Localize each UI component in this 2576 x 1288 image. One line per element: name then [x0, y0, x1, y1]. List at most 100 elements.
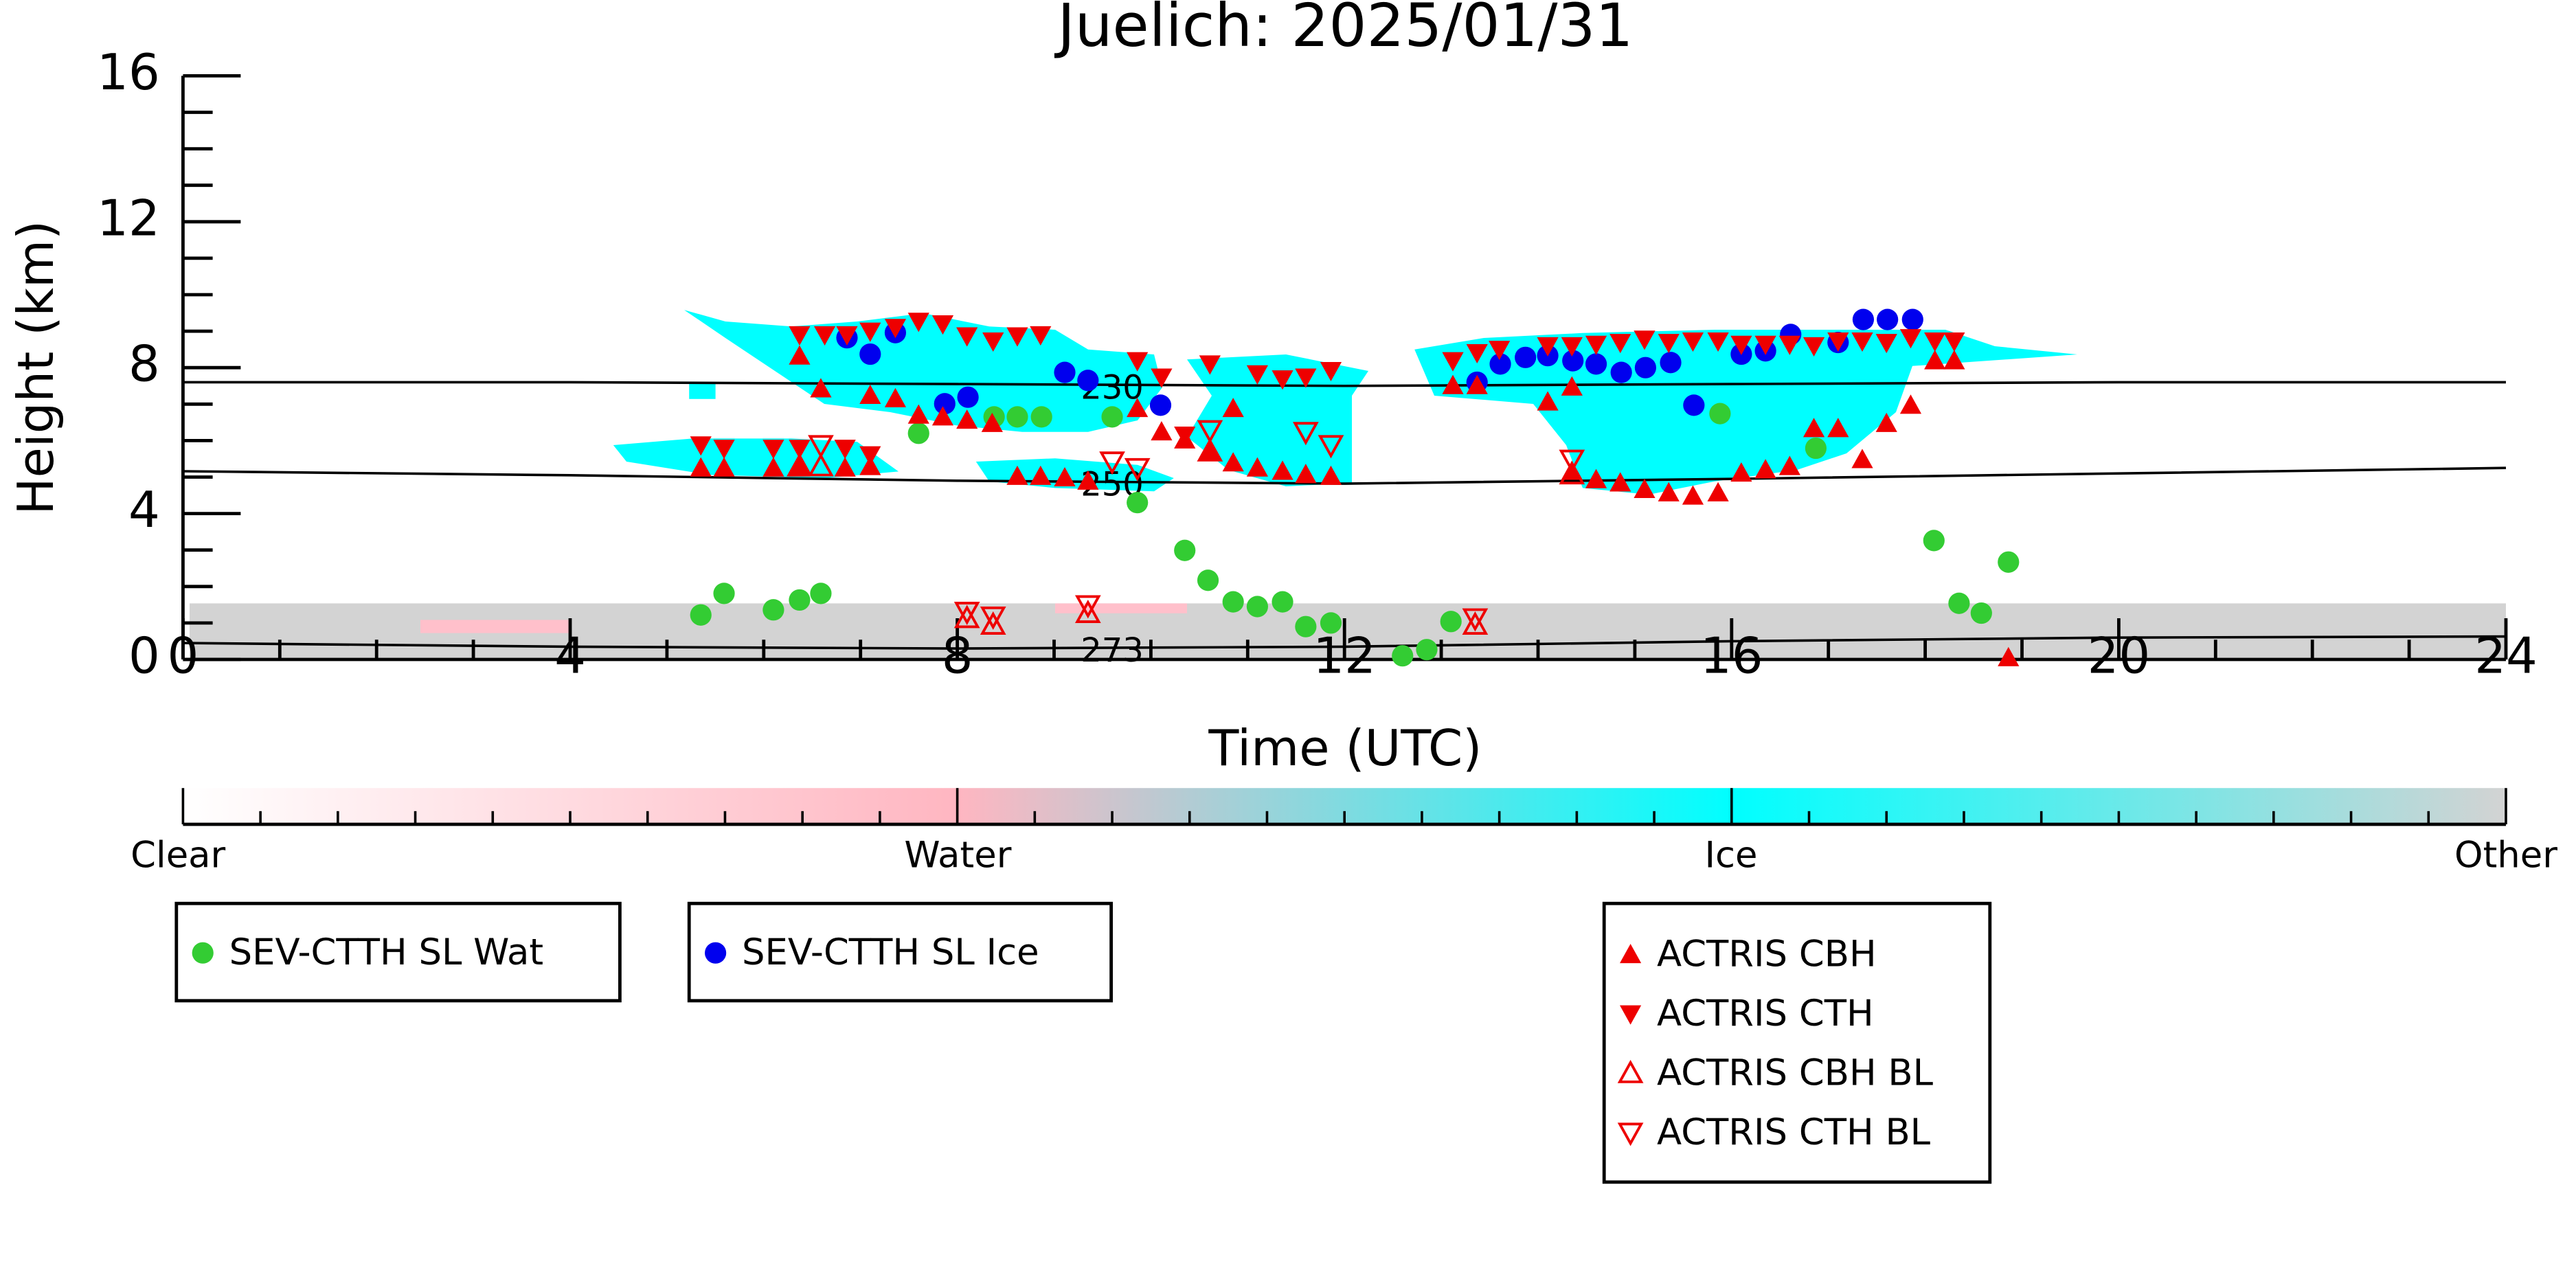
point — [789, 589, 811, 611]
legend-marker — [1617, 1059, 1644, 1083]
water-strip — [1055, 603, 1187, 613]
y-tick-label: 12 — [97, 189, 160, 247]
ice-cloud — [689, 382, 716, 399]
point — [1924, 332, 1946, 352]
point — [1682, 485, 1704, 505]
point — [1151, 368, 1173, 388]
legend-box — [1602, 901, 1992, 1184]
point — [1442, 352, 1464, 372]
point — [859, 446, 881, 466]
point — [1559, 461, 1585, 485]
point — [713, 440, 735, 460]
point — [1416, 639, 1438, 661]
isotherm — [183, 466, 2507, 485]
point — [1489, 353, 1511, 375]
point — [1707, 332, 1729, 352]
point — [1272, 591, 1293, 613]
point — [1174, 426, 1196, 447]
point — [1778, 455, 1800, 475]
point — [1440, 611, 1462, 633]
point — [1707, 482, 1729, 501]
point — [810, 583, 832, 605]
point — [834, 440, 856, 460]
point — [1998, 551, 2020, 573]
isotherm — [183, 635, 2507, 650]
point — [1730, 462, 1752, 482]
point — [1197, 438, 1223, 462]
point — [907, 404, 929, 424]
point — [1827, 332, 1849, 352]
point — [713, 583, 735, 605]
point — [1318, 435, 1344, 459]
point — [1805, 437, 1827, 460]
legend-label: SEV-CTTH SL Ice — [742, 931, 1039, 973]
point — [956, 409, 978, 429]
y-tick-label: 8 — [128, 335, 160, 393]
point — [808, 453, 834, 477]
x-tick-label: 16 — [1700, 627, 1763, 685]
point — [1320, 612, 1342, 634]
x-tick-label: 12 — [1313, 627, 1376, 685]
point — [1658, 482, 1680, 501]
point — [1127, 352, 1149, 372]
colorbar-label: Ice — [1704, 835, 1757, 877]
point — [1320, 361, 1342, 382]
point — [1609, 334, 1631, 354]
point — [1222, 452, 1244, 472]
point — [1466, 374, 1488, 394]
point — [1585, 335, 1607, 355]
point — [1246, 596, 1268, 618]
point — [789, 457, 811, 477]
point — [1246, 365, 1268, 385]
point — [907, 422, 929, 444]
x-tick-label: 20 — [2088, 627, 2151, 685]
ice-cloud — [613, 438, 899, 478]
legend-marker — [1620, 1005, 1642, 1025]
point — [1246, 457, 1268, 477]
point — [1537, 391, 1559, 411]
point — [1197, 420, 1223, 444]
point — [1561, 337, 1583, 357]
point — [859, 322, 881, 342]
point — [787, 453, 813, 477]
point — [1660, 352, 1682, 374]
point — [1948, 592, 1970, 614]
point — [1462, 611, 1489, 635]
point — [834, 457, 856, 477]
point — [1515, 346, 1537, 368]
point — [1030, 406, 1052, 428]
point — [1222, 591, 1244, 613]
isotherm-label: 273 — [1081, 631, 1144, 670]
legend-label: ACTRIS CBH BL — [1657, 1052, 1934, 1094]
point — [810, 378, 832, 398]
y-axis-label: Height (km) — [7, 221, 65, 515]
point — [1970, 602, 1992, 624]
point — [1610, 361, 1632, 383]
point — [1851, 332, 1873, 352]
point — [907, 313, 929, 332]
point — [762, 599, 784, 621]
point — [1923, 530, 1945, 552]
point — [884, 387, 907, 407]
legend-marker — [1620, 944, 1642, 964]
point — [957, 386, 979, 408]
legend-marker — [192, 942, 214, 964]
x-tick-label: 0 — [167, 627, 199, 685]
point — [1778, 335, 1800, 355]
point — [1943, 332, 1965, 352]
legend-label: ACTRIS CBH — [1657, 934, 1877, 975]
point — [1272, 370, 1293, 390]
point — [1149, 394, 1172, 416]
point — [1803, 337, 1825, 357]
point — [762, 440, 784, 460]
legend-marker — [1617, 1122, 1644, 1146]
legend-label: ACTRIS CTH — [1657, 993, 1874, 1035]
point — [1272, 460, 1293, 480]
legend-label: ACTRIS CTH BL — [1657, 1111, 1931, 1153]
point — [1174, 539, 1196, 561]
point — [980, 606, 1006, 630]
point — [1852, 308, 1875, 330]
point — [1127, 492, 1149, 514]
point — [934, 393, 956, 415]
point — [1392, 645, 1414, 667]
